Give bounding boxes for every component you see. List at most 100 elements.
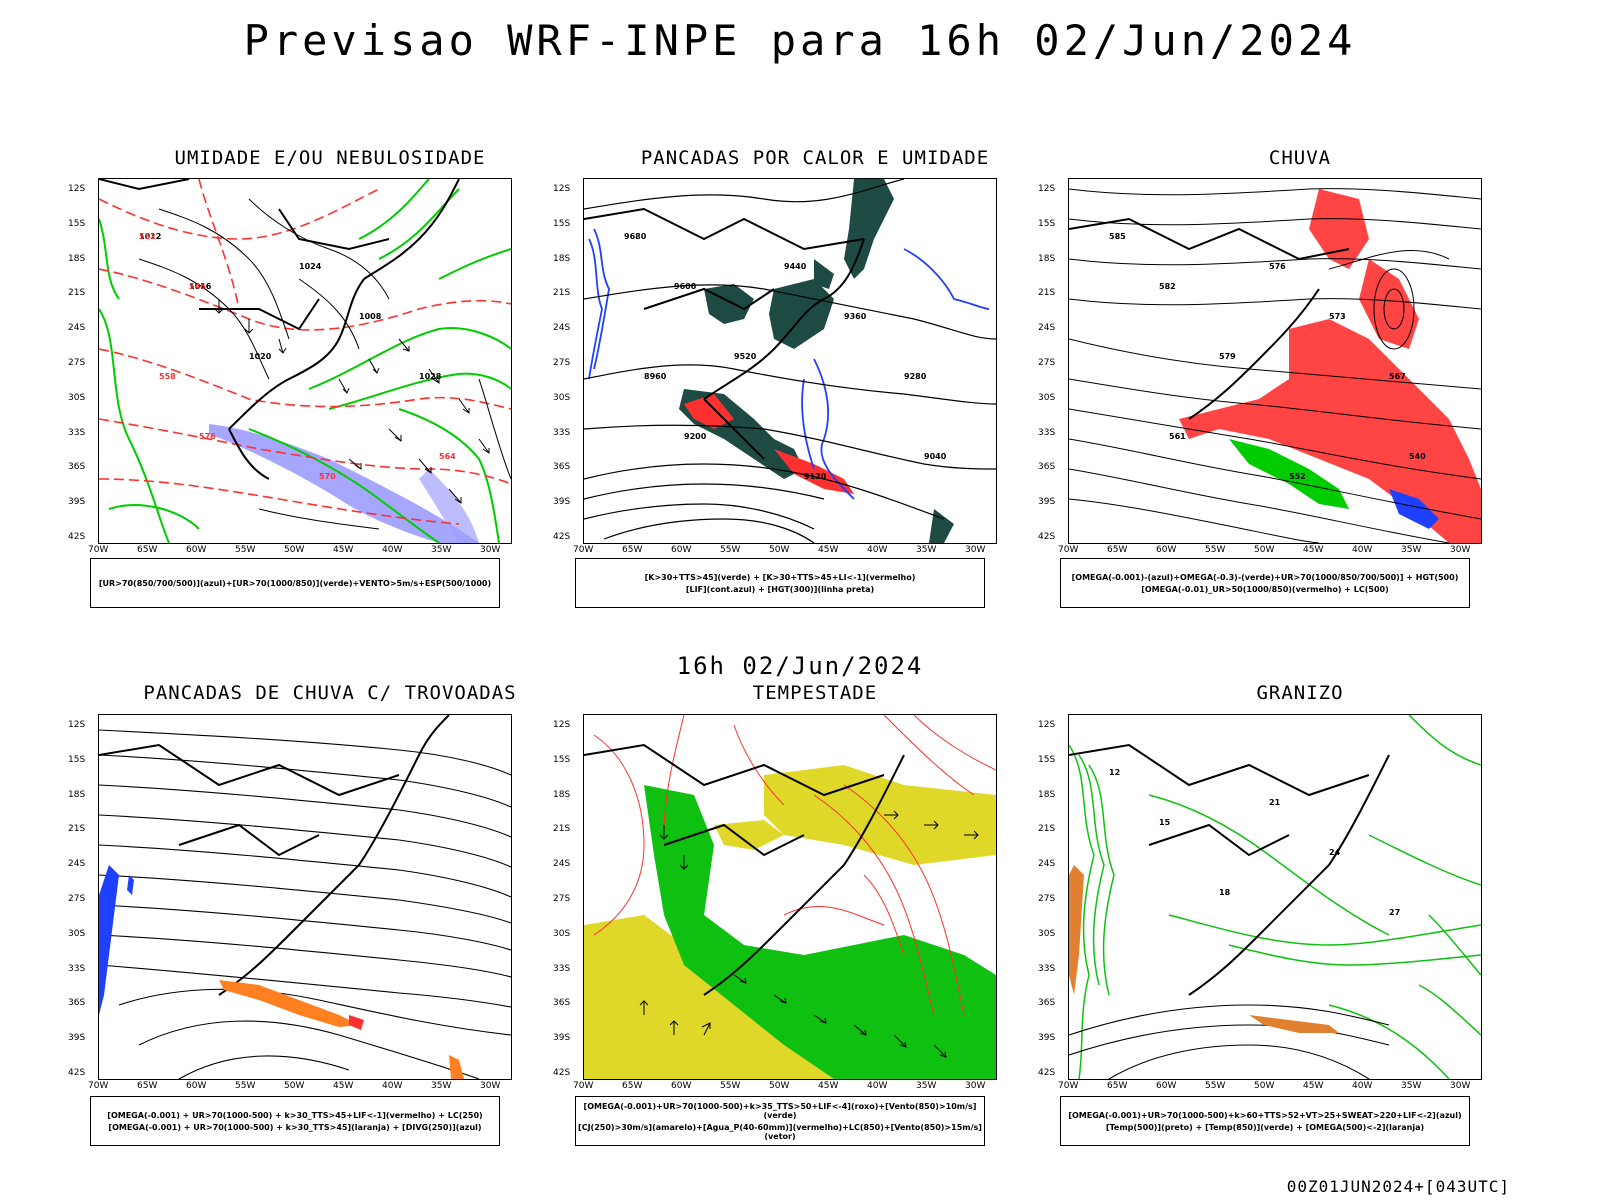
contour-label: 564 [439,452,456,461]
contour-label: 9520 [734,352,757,361]
contour-label: 573 [1329,312,1346,321]
lon-tick-label: 70W [88,545,109,555]
contour-label: 1020 [249,352,272,361]
contour-label: 21 [1269,798,1281,807]
lat-tick-label: 15S [1038,218,1056,229]
panel-legend: [OMEGA(-0.001)+UR>70(1000-500)+k>60+TTS>… [1060,1096,1470,1146]
lat-tick-label: 30S [68,928,86,939]
lat-tick-label: 18S [1038,253,1056,264]
legend-line: [OMEGA(-0.001) + UR>70(1000-500) + k>30_… [108,1122,482,1132]
lon-tick-label: 45W [818,1081,839,1091]
lon-tick-label: 70W [573,1081,594,1091]
lat-tick-label: 33S [1038,427,1056,438]
contour-label: 561 [1169,432,1186,441]
lat-tick-label: 24S [1038,859,1056,870]
lon-tick-label: 50W [284,545,305,555]
lon-tick-label: 35W [431,545,452,555]
contour-label: 558 [159,372,176,381]
contour-label: 24 [1329,848,1341,857]
lon-tick-label: 55W [1205,1081,1226,1091]
lat-tick-label: 27S [68,358,86,368]
lat-tick-label: 36S [68,998,86,1009]
legend-line: [CJ(250)>30m/s](amarelo)+[Agua_P(40-60mm… [578,1122,982,1141]
lat-tick-label: 12S [553,720,571,730]
lat-tick-label: 24S [68,323,86,334]
contour-label: 8960 [644,372,667,381]
panel-pancadas-calor: PANCADAS POR CALOR E UMIDADE [553,140,1055,620]
lon-tick-label: 45W [1303,1081,1324,1091]
lat-tick-label: 12S [1038,184,1056,194]
contour-label: 9280 [904,372,927,381]
lon-tick-label: 60W [186,545,207,555]
lat-tick-label: 24S [68,859,86,870]
lon-tick-label: 35W [1401,1081,1422,1091]
contour-label: 1028 [419,372,442,381]
lon-tick-label: 50W [769,545,790,555]
contour-label: 9040 [924,452,947,461]
lon-tick-label: 60W [186,1081,207,1091]
lon-tick-label: 30W [965,545,986,555]
contour-label: 9680 [624,232,647,241]
contour-label: 1008 [359,312,382,321]
lat-tick-label: 39S [1038,497,1056,508]
lat-tick-label: 30S [1038,392,1056,403]
lat-tick-label: 18S [68,253,86,264]
lon-tick-label: 65W [137,545,158,555]
contour-label: 552 [139,232,156,241]
lat-tick-label: 30S [553,392,571,403]
lat-tick-label: 21S [553,824,571,835]
lon-tick-label: 30W [1450,1081,1471,1091]
lon-tick-label: 50W [1254,1081,1275,1091]
panel-title: PANCADAS DE CHUVA C/ TROVOADAS [143,682,517,704]
lat-tick-label: 33S [68,963,86,974]
lat-tick-label: 36S [553,998,571,1009]
lon-tick-label: 40W [1352,545,1373,555]
contour-label: 570 [319,472,336,481]
contour-label: 585 [1109,232,1126,241]
lat-tick-label: 27S [68,894,86,904]
lon-tick-label: 40W [382,545,403,555]
contour-label: 579 [1219,352,1236,361]
lat-tick-label: 12S [553,184,571,194]
lat-tick-label: 27S [553,358,571,368]
model-run-label: 00Z01JUN2024+[043UTC] [1286,1177,1510,1196]
contour-label: 9200 [684,432,707,441]
lat-tick-label: 30S [1038,928,1056,939]
lon-tick-label: 55W [720,545,741,555]
panel-title: UMIDADE E/OU NEBULOSIDADE [174,147,486,169]
map-granizo: 12 15 18 21 24 27 [1068,714,1482,1080]
panel-chuva: CHUVA [1038,140,1540,620]
map-umidade: 1012 1016 1020 1024 1008 1028 576 570 564 558 552 5… [98,178,512,544]
lon-tick-label: 40W [1352,1081,1373,1091]
lon-tick-label: 65W [622,545,643,555]
lat-tick-label: 42S [1038,1068,1056,1078]
lon-tick-label: 40W [867,545,888,555]
contour-label: 1024 [299,262,322,271]
lon-tick-label: 45W [333,1081,354,1091]
lat-tick-label: 18S [1038,789,1056,800]
lat-tick-label: 42S [68,532,86,542]
lon-tick-label: 40W [382,1081,403,1091]
contour-label: 9600 [674,282,697,291]
lon-tick-label: 35W [916,545,937,555]
contour-label: 9360 [844,312,867,321]
lat-tick-label: 15S [553,754,571,765]
panel-granizo: GRANIZO [1038,680,1540,1160]
panel-legend: [K>30+TTS>45](verde) + [K>30+TTS>45+LI<-… [575,558,985,608]
lon-tick-label: 35W [431,1081,452,1091]
lon-tick-label: 30W [965,1081,986,1091]
lat-tick-label: 12S [68,184,86,194]
contour-label: 1012 [139,232,161,241]
lon-tick-label: 40W [867,1081,888,1091]
legend-line: [K>30+TTS>45](verde) + [K>30+TTS>45+LI<-… [644,572,916,582]
lon-tick-label: 55W [1205,545,1226,555]
lat-tick-label: 21S [1038,824,1056,835]
lon-tick-label: 35W [1401,545,1422,555]
lon-tick-label: 70W [1058,545,1079,555]
map-chuva: 585 582 579 576 573 567 561 552 540 [1068,178,1482,544]
lon-tick-label: 30W [1450,545,1471,555]
contour-label: 9120 [804,472,827,481]
contour-label: 27 [1389,908,1400,917]
lat-tick-label: 39S [553,497,571,508]
contour-label: 576 [1269,262,1286,271]
